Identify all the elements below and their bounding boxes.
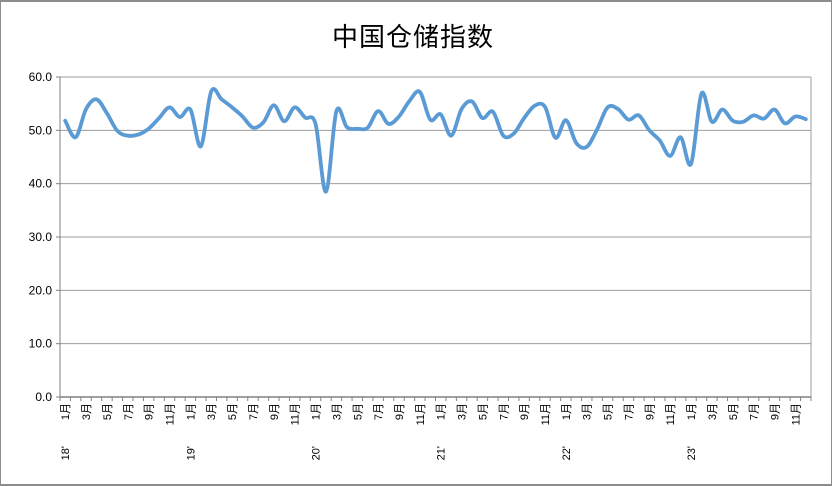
x-tick-label: 9月 [769,403,781,420]
x-tick-label: 5月 [352,403,364,420]
year-label: 18' [60,446,72,460]
y-tick-label: 50.0 [29,123,53,137]
x-tick-label: 3月 [206,403,218,420]
x-tick-label: 5月 [102,403,114,420]
x-tick-label: 3月 [582,403,594,420]
year-label: 23' [686,446,698,460]
x-tick-label: 3月 [457,403,469,420]
x-tick-label: 1月 [686,403,698,420]
chart-title: 中国仓储指数 [332,22,494,52]
x-tick-label: 3月 [81,403,93,420]
year-label: 20' [311,446,323,460]
x-tick-label: 1月 [561,403,573,420]
x-tick-label: 1月 [60,403,72,420]
x-tick-label: 1月 [185,403,197,420]
x-tick-label: 5月 [728,403,740,420]
x-tick-label: 7月 [749,403,761,420]
x-tick-label: 7月 [623,403,635,420]
x-tick-label: 11月 [540,403,552,425]
x-tick-label: 7月 [373,403,385,420]
x-tick-label: 9月 [394,403,406,420]
x-tick-label: 11月 [415,403,427,425]
x-tick-label: 7月 [498,403,510,420]
x-tick-label: 11月 [790,403,802,425]
x-tick-label: 3月 [331,403,343,420]
y-tick-label: 30.0 [29,230,53,244]
x-tick-label: 7月 [123,403,135,420]
x-tick-label: 9月 [519,403,531,420]
x-tick-label: 9月 [269,403,281,420]
y-tick-label: 20.0 [29,283,53,297]
x-tick-label: 11月 [165,403,177,425]
x-tick-label: 5月 [227,403,239,420]
y-tick-label: 40.0 [29,177,53,191]
x-tick-label: 5月 [477,403,489,420]
x-tick-label: 7月 [248,403,260,420]
x-tick-label: 11月 [665,403,677,425]
x-tick-label: 5月 [603,403,615,420]
y-tick-label: 10.0 [29,337,53,351]
index-line [63,87,808,194]
year-label: 21' [436,446,448,460]
x-tick-label: 9月 [144,403,156,420]
x-tick-label: 11月 [290,403,302,425]
plot-area: 0.0 10.0 20.0 30.0 40.0 50.0 60.0 1月 3月 5月 7月 9月 11月… [29,70,812,460]
x-tick-label: 3月 [707,403,719,420]
x-tick-label: 1月 [436,403,448,420]
x-tick-label: 1月 [311,403,323,420]
y-tick-label: 0.0 [35,390,52,404]
y-tick-label: 60.0 [29,70,53,84]
year-label: 22' [561,446,573,460]
x-tick-label: 9月 [644,403,656,420]
year-label: 19' [185,446,197,460]
